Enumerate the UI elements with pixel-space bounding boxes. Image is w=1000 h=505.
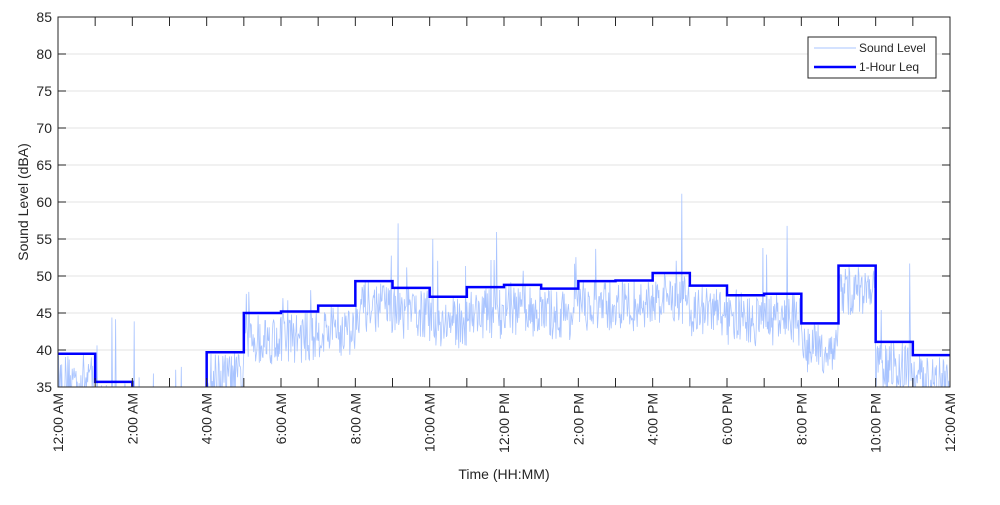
y-axis-label: Sound Level (dBA)	[15, 143, 31, 261]
y-tick-label: 70	[36, 120, 52, 136]
legend-label-leq: 1-Hour Leq	[859, 60, 919, 74]
x-tick-label: 2:00 AM	[124, 393, 140, 444]
y-tick-label: 35	[36, 379, 52, 395]
x-tick-label: 4:00 PM	[645, 393, 661, 445]
y-tick-label: 60	[36, 194, 52, 210]
x-axis-label: Time (HH:MM)	[458, 466, 549, 482]
y-tick-label: 80	[36, 46, 52, 62]
x-tick-label: 12:00 PM	[496, 393, 512, 453]
x-tick-label: 12:00 AM	[942, 393, 958, 452]
x-tick-label: 8:00 AM	[347, 393, 363, 444]
y-tick-label: 65	[36, 157, 52, 173]
legend-label-sound-level: Sound Level	[859, 41, 926, 55]
x-tick-label: 10:00 PM	[868, 393, 884, 453]
x-tick-label: 6:00 AM	[273, 393, 289, 444]
x-tick-label: 10:00 AM	[422, 393, 438, 452]
x-tick-label: 12:00 AM	[50, 393, 66, 452]
y-tick-label: 85	[36, 9, 52, 25]
series-leq	[58, 264, 950, 387]
x-tick-label: 6:00 PM	[719, 393, 735, 445]
x-tick-label: 4:00 AM	[199, 393, 215, 444]
y-tick-label: 40	[36, 342, 52, 358]
y-tick-label: 55	[36, 231, 52, 247]
y-tick-label: 50	[36, 268, 52, 284]
y-tick-label: 45	[36, 305, 52, 321]
x-tick-label: 8:00 PM	[793, 393, 809, 445]
x-tick-label: 2:00 PM	[570, 393, 586, 445]
y-tick-label: 75	[36, 83, 52, 99]
legend: Sound Level 1-Hour Leq	[807, 36, 937, 79]
legend-box	[807, 36, 937, 79]
